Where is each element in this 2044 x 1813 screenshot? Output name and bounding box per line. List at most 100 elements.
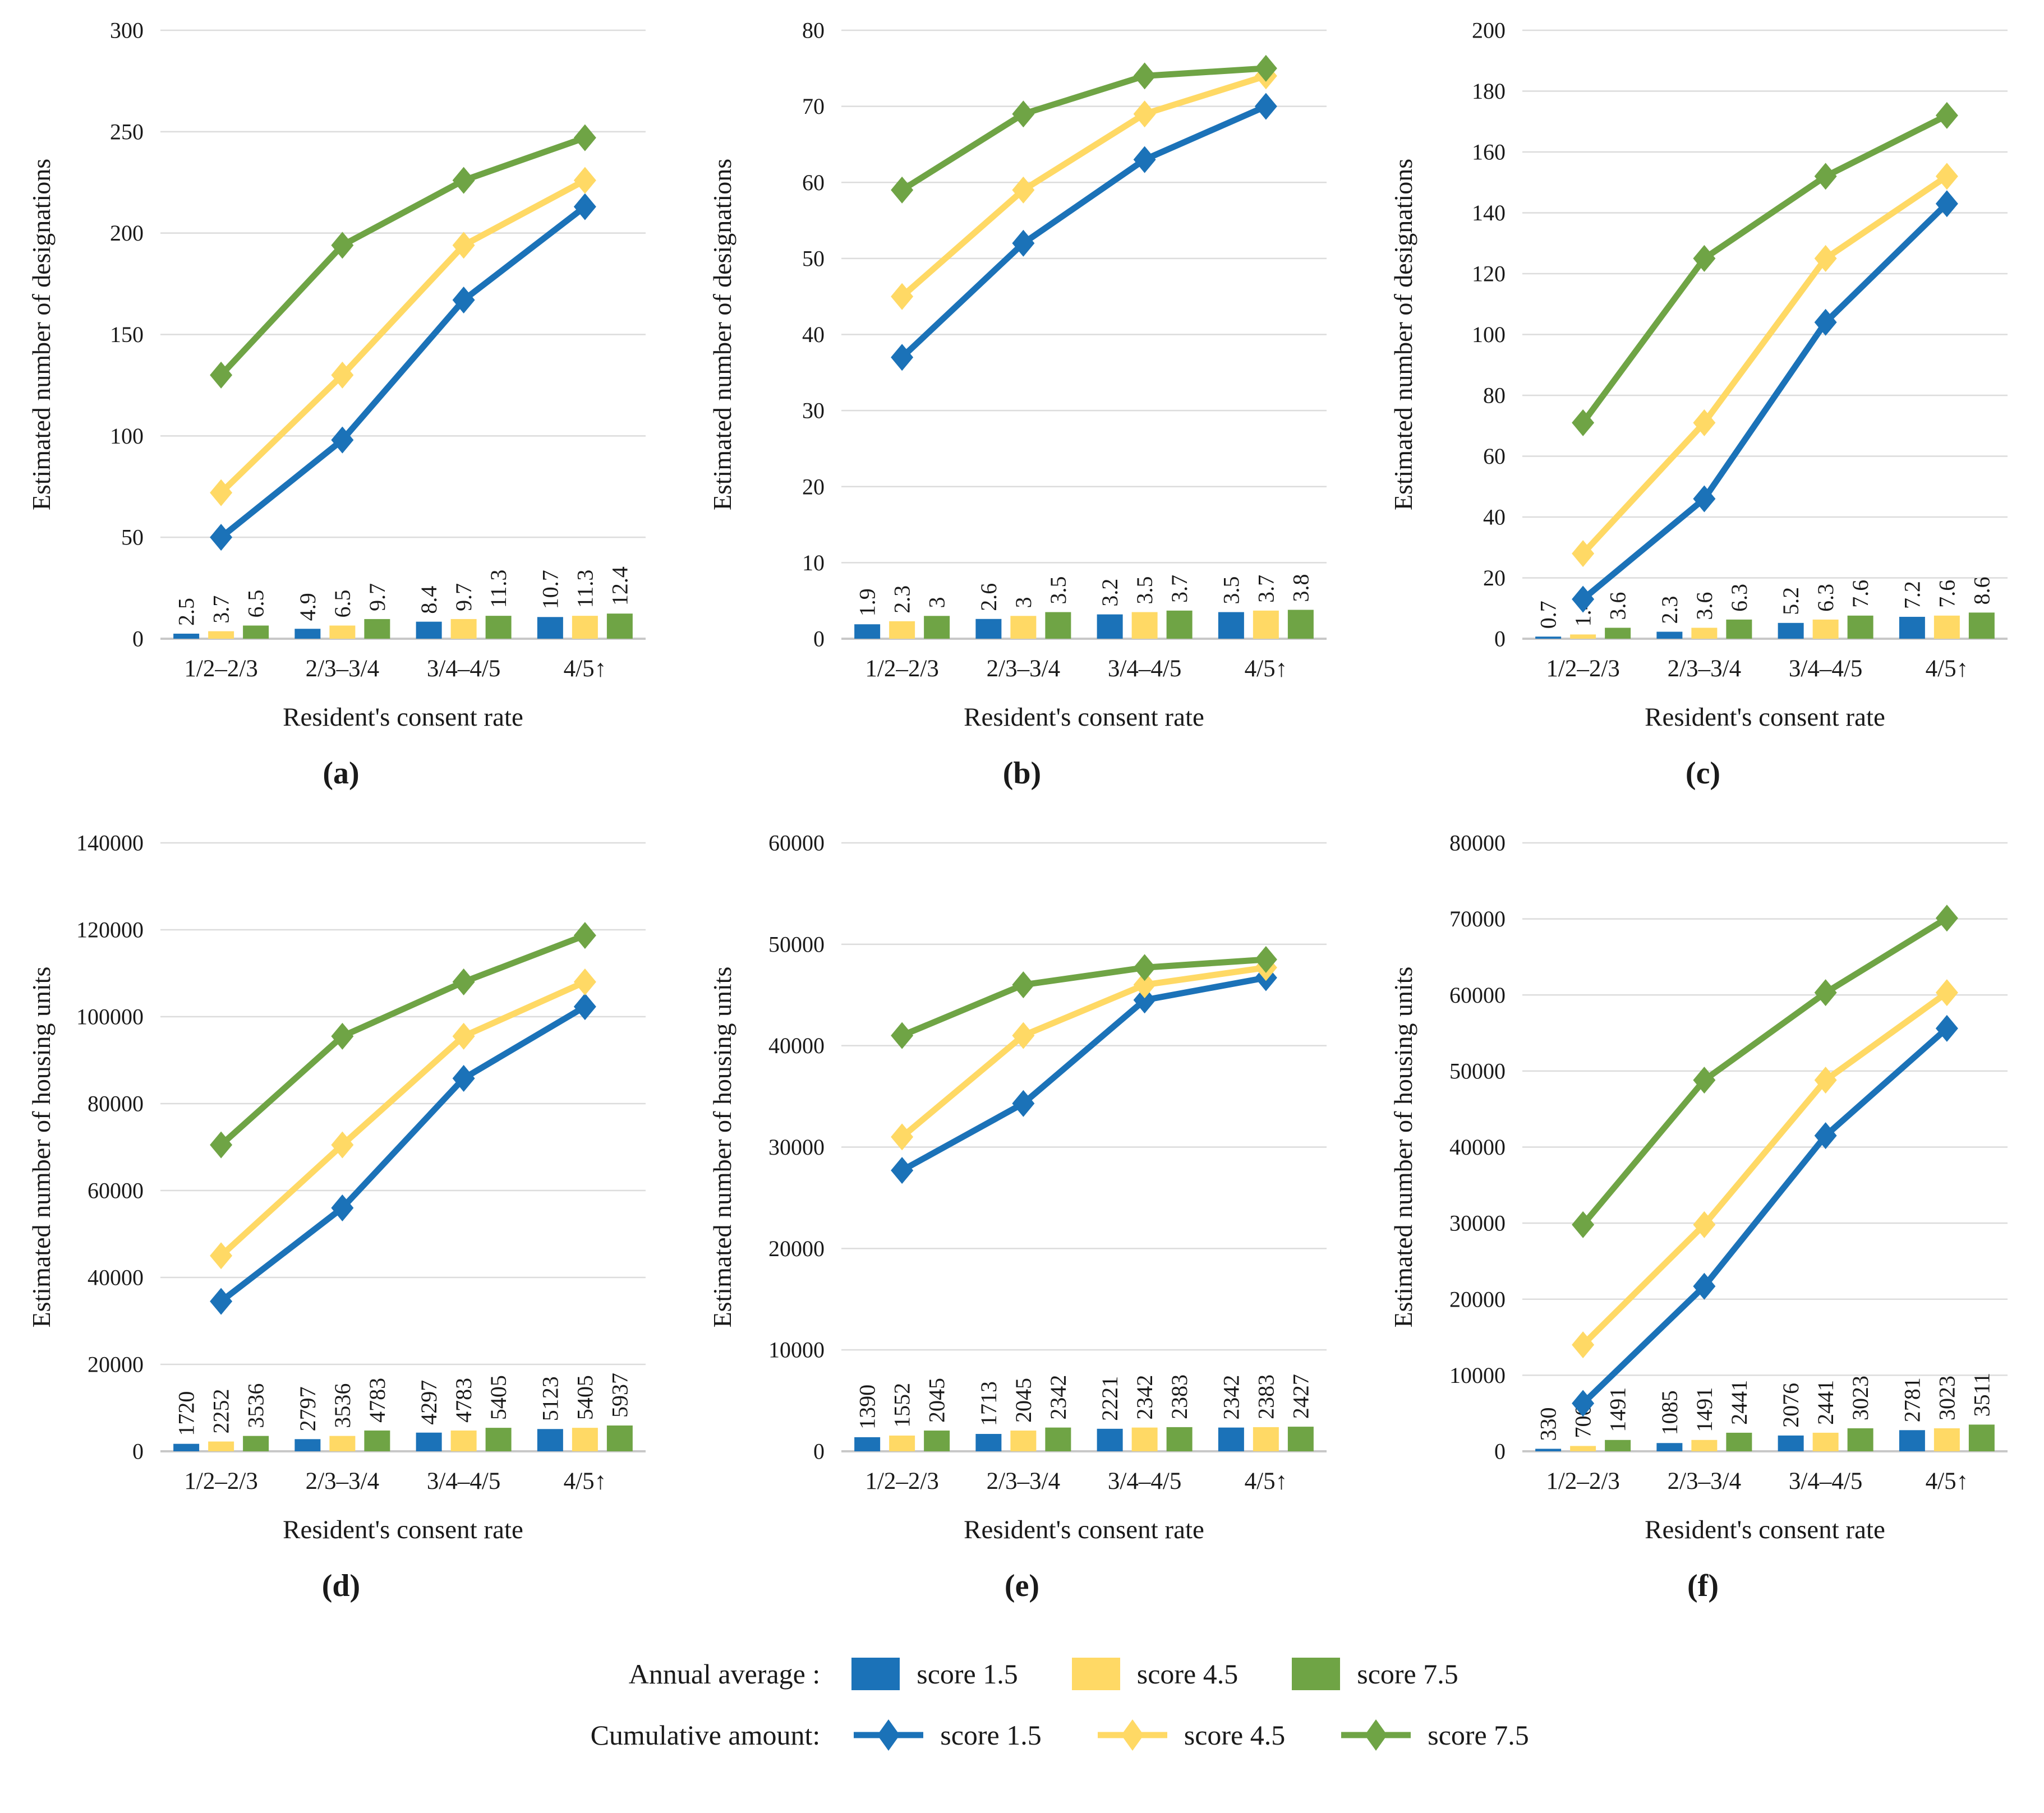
diamond-marker-green [573,922,596,949]
bar-green [606,613,633,639]
y-tick-label: 150 [110,322,144,347]
bar-value-label: 4783 [365,1378,390,1423]
diamond-marker-yellow [1012,1022,1035,1049]
diamond-marker-yellow [1814,244,1837,272]
bar-value-label: 2045 [1011,1378,1036,1423]
bar-blue [854,624,881,639]
legend-item-cumulative-score-7-5: score 7.5 [1339,1715,1529,1755]
line-series-blue [218,1003,588,1305]
bar-yellow [1691,628,1718,639]
bar-yellow [1010,616,1037,639]
legend-group-label-cumulative-amount: Cumulative amount: [590,1719,821,1751]
diamond-marker-green [1012,971,1035,999]
y-tick-label: 0 [813,626,825,652]
diamond-marker-yellow [891,283,914,310]
x-category-label: 2/3–3/4 [1668,1468,1741,1494]
x-category-label: 4/5↑ [564,1468,606,1494]
bar-value-label: 7.6 [1934,580,1959,608]
diamond-marker-green [1935,102,1958,129]
bar-yellow [1691,1440,1718,1451]
bar-value-label: 2.3 [1657,596,1682,624]
legend: Annual average : score 1.5 score 4.5 sco… [461,1658,1583,1755]
bar-green [364,619,390,639]
bar-value-label: 3023 [1848,1376,1873,1420]
bar-blue [1218,612,1244,639]
bar-blue [1778,622,1804,639]
x-category-label: 4/5↑ [1245,1468,1287,1494]
x-category-label: 1/2–2/3 [184,656,257,682]
line-marker-swatch-blue-icon [851,1715,926,1755]
line-series-blue [218,204,588,541]
bar-value-label: 2.5 [174,598,199,626]
bar-value-label: 11.3 [486,570,511,608]
y-tick-label: 40 [1483,505,1506,530]
y-tick-label: 60000 [88,1178,144,1203]
y-tick-label: 100 [1472,322,1506,347]
diamond-marker-yellow [1693,1211,1716,1238]
diamond-marker-blue [1693,485,1716,513]
bar-green [1045,612,1071,639]
legend-item-cumulative-score-1-5: score 1.5 [851,1715,1042,1755]
bar-value-label: 8.6 [1969,576,1994,605]
bar-green [1726,619,1752,639]
y-tick-label: 10 [802,550,825,575]
diamond-marker-green [891,1022,914,1049]
diamond-marker-green [1572,409,1595,436]
bar-value-label: 2342 [1132,1375,1157,1420]
y-tick-label: 20 [802,474,825,499]
y-tick-label: 70000 [1449,906,1506,931]
chart-caption-b: (b) [1002,756,1042,791]
y-tick-label: 30000 [768,1134,825,1160]
y-tick-label: 80000 [1449,831,1506,856]
diamond-marker-yellow [452,1022,475,1050]
chart-caption-a: (a) [323,756,360,791]
y-axis-title: Estimated number of housing units [27,967,56,1328]
bar-value-label: 330 [1536,1408,1561,1441]
line-series-green [1580,915,1950,1228]
bar-value-label: 1720 [174,1391,199,1436]
y-tick-label: 50000 [768,931,825,957]
y-tick-label: 80000 [88,1091,144,1117]
bar-yellow [1253,610,1279,639]
x-category-label: 4/5↑ [1926,656,1968,682]
x-category-label: 3/4–4/5 [427,1468,500,1494]
bar-yellow [450,619,477,639]
diamond-marker-blue [452,1065,475,1092]
bar-yellow [1933,1428,1960,1451]
bar-yellow [1010,1431,1037,1451]
bar-yellow [450,1430,477,1451]
diamond-marker-blue [1133,146,1156,173]
bar-value-label: 2427 [1288,1374,1313,1419]
bar-value-label: 2383 [1167,1374,1192,1419]
diamond-marker-yellow [1572,1331,1595,1359]
bar-blue [294,629,321,639]
bar-value-label: 7.6 [1848,580,1873,608]
diamond-marker-green [573,124,596,151]
bar-green [1726,1432,1752,1451]
bar-value-label: 4297 [416,1380,441,1425]
bar-yellow [1131,1427,1158,1451]
diamond-marker-green [210,1131,233,1159]
y-tick-label: 20000 [1449,1286,1506,1312]
y-tick-label: 0 [132,1439,144,1464]
bar-value-label: 3.5 [1132,576,1157,605]
line-series-blue [1580,200,1950,602]
bar-value-label: 3.7 [209,596,234,624]
bar-blue [173,633,200,639]
bar-value-label: 10.7 [537,570,563,609]
bar-blue [975,619,1002,639]
diamond-marker-blue [331,1194,354,1221]
diamond-marker-blue [1814,1122,1837,1150]
y-axis-title: Estimated number of designations [708,159,736,510]
y-tick-label: 120000 [76,917,144,943]
y-tick-label: 70 [802,94,825,119]
chart-caption-f: (f) [1687,1569,1719,1603]
bar-yellow [208,1441,234,1451]
x-category-label: 1/2–2/3 [865,656,938,682]
bar-value-label: 6.3 [1727,584,1752,612]
x-axis-title: Resident's consent rate [283,1515,523,1544]
legend-group-label-annual-average: Annual average : [628,1658,821,1690]
legend-item-label: score 4.5 [1184,1719,1286,1751]
diamond-marker-yellow [1935,163,1958,190]
bar-green [364,1430,390,1451]
